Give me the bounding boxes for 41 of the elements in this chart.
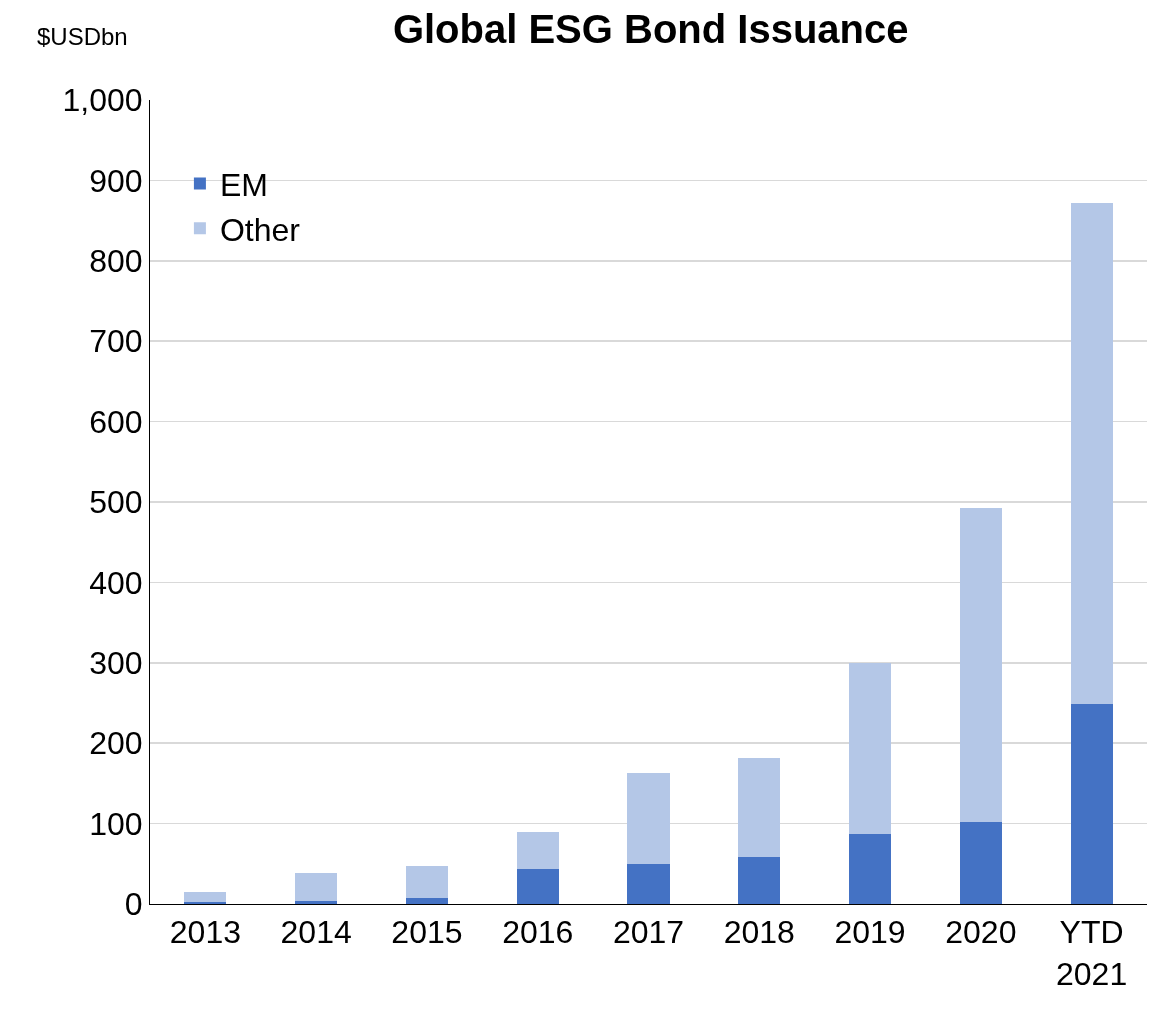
x-tick-label: 2016 xyxy=(502,914,574,951)
x-tick-label: 2015 xyxy=(391,914,463,951)
bar xyxy=(849,662,892,835)
bar xyxy=(738,757,781,858)
x-tick-label: 2013 xyxy=(169,914,241,951)
bar xyxy=(959,821,1002,904)
y-tick-label: 400 xyxy=(89,564,143,601)
y-axis-title: $USDbn xyxy=(37,23,128,50)
x-tick-label: 2019 xyxy=(834,914,906,951)
bar xyxy=(405,866,448,899)
bar xyxy=(849,834,892,904)
x-tick-label: YTD 2021 xyxy=(1056,914,1128,992)
legend-label: Other xyxy=(219,211,301,248)
bar xyxy=(738,857,781,904)
y-tick-label: 300 xyxy=(89,645,143,681)
y-tick-label: 500 xyxy=(89,484,143,521)
x-tick-label: 2020 xyxy=(945,914,1017,951)
bar xyxy=(627,772,670,864)
y-tick-label: 0 xyxy=(124,886,143,923)
x-tick-label: 2017 xyxy=(612,914,685,951)
bar xyxy=(405,898,448,904)
legend-label: EM xyxy=(219,167,268,204)
y-tick-label: 100 xyxy=(89,805,143,842)
x-tick-label: 2018 xyxy=(723,914,795,951)
bar xyxy=(184,891,227,902)
x-tick-label: 2014 xyxy=(280,914,352,951)
y-tick-label: 200 xyxy=(89,725,143,762)
bar xyxy=(1070,202,1113,704)
bar xyxy=(295,873,338,901)
bar xyxy=(1070,703,1113,904)
bar xyxy=(295,900,338,904)
y-tick-label: 900 xyxy=(89,162,143,199)
bar xyxy=(959,507,1002,822)
y-tick-label: 800 xyxy=(89,243,143,279)
bar xyxy=(516,869,559,904)
y-tick-label: 700 xyxy=(89,323,143,360)
chart-title: Global ESG Bond Issuance xyxy=(392,7,909,52)
bar xyxy=(516,831,559,870)
y-tick-label: 600 xyxy=(89,403,143,440)
bar xyxy=(627,863,670,904)
y-tick-label: 1,000 xyxy=(62,82,143,119)
